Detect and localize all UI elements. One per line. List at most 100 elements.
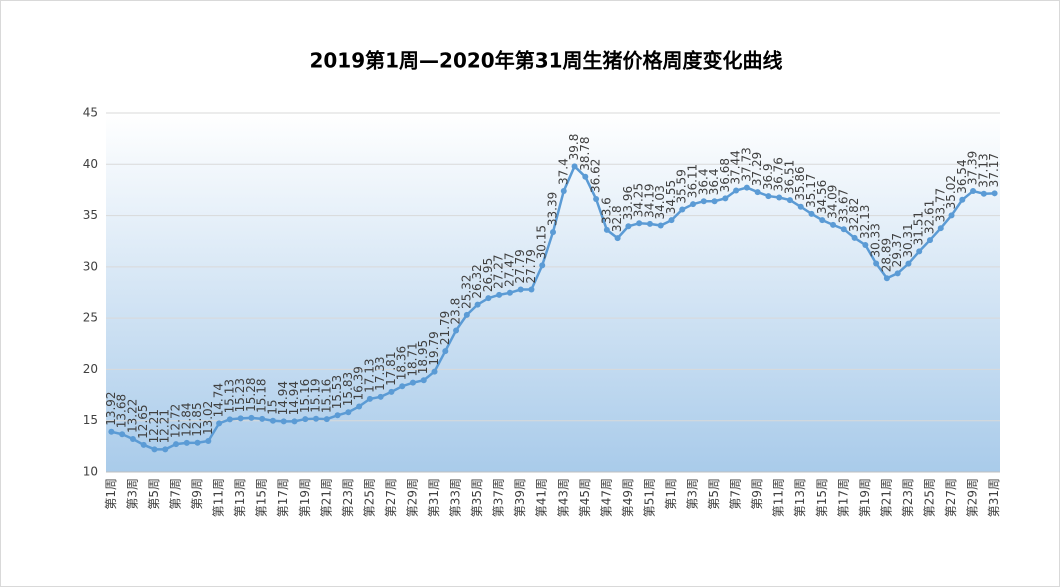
marker <box>980 190 987 197</box>
marker <box>830 221 837 228</box>
marker <box>237 415 244 422</box>
y-tick-label: 20 <box>83 362 98 376</box>
marker <box>431 368 438 375</box>
marker <box>593 195 600 202</box>
x-tick-label: 第25周 <box>922 478 936 517</box>
value-label: 27.27 <box>492 254 506 288</box>
value-label: 15.16 <box>319 379 333 413</box>
marker <box>269 417 276 424</box>
value-label: 12.72 <box>169 404 183 438</box>
marker <box>313 415 320 422</box>
marker <box>550 229 556 236</box>
value-label: 37.13 <box>976 153 990 187</box>
marker <box>776 194 783 201</box>
marker <box>226 416 233 423</box>
x-tick-label: 第25周 <box>362 478 376 517</box>
value-label: 27.79 <box>524 249 538 283</box>
x-tick-label: 第5周 <box>147 478 161 510</box>
x-tick-label: 第33周 <box>449 478 463 517</box>
value-label: 12.85 <box>190 402 204 436</box>
value-label: 34.09 <box>826 185 840 219</box>
x-tick-label: 第31周 <box>987 478 1001 517</box>
marker <box>506 289 513 296</box>
value-label: 36.68 <box>718 158 732 192</box>
value-label: 15.28 <box>244 377 258 411</box>
y-tick-label: 15 <box>83 413 98 427</box>
x-tick-label: 第29周 <box>966 478 980 517</box>
marker <box>194 439 201 446</box>
x-tick-label: 第27周 <box>384 478 398 517</box>
x-tick-label: 第1周 <box>664 478 678 510</box>
value-label: 31.51 <box>912 211 926 245</box>
value-label: 37.44 <box>729 150 743 184</box>
marker <box>743 184 750 191</box>
value-label: 35.17 <box>804 173 818 207</box>
x-tick-label: 第29周 <box>405 478 419 517</box>
marker <box>646 220 653 227</box>
x-tick-label: 第13周 <box>233 478 247 517</box>
marker <box>905 260 912 267</box>
value-label: 17.33 <box>373 356 387 390</box>
value-label: 16.39 <box>352 366 366 400</box>
marker <box>528 286 535 293</box>
value-label: 36.4 <box>696 168 710 195</box>
marker <box>409 379 416 386</box>
marker <box>356 403 363 410</box>
value-label: 30.33 <box>869 223 883 257</box>
marker <box>345 409 352 416</box>
value-label: 34.19 <box>642 184 656 218</box>
marker <box>216 420 223 427</box>
x-tick-label: 第17周 <box>836 478 850 517</box>
marker <box>323 416 330 423</box>
marker <box>474 301 481 308</box>
marker <box>862 242 869 249</box>
x-tick-label: 第37周 <box>492 478 506 517</box>
marker <box>916 248 923 255</box>
x-tick-label: 第7周 <box>169 478 183 510</box>
value-label: 33.96 <box>621 186 635 220</box>
value-label: 37.39 <box>966 151 980 185</box>
value-label: 28.89 <box>879 238 893 272</box>
marker <box>453 327 460 334</box>
marker <box>657 222 664 229</box>
marker <box>937 225 944 232</box>
marker <box>571 163 578 170</box>
marker <box>819 217 826 224</box>
marker <box>485 295 492 302</box>
marker <box>291 418 298 425</box>
marker <box>786 197 793 204</box>
x-tick-label: 第31周 <box>427 478 441 517</box>
marker <box>959 196 966 203</box>
value-label: 21.79 <box>438 311 452 345</box>
marker <box>873 260 880 267</box>
value-label: 15.23 <box>233 378 247 412</box>
marker <box>399 383 406 390</box>
x-tick-label: 第41周 <box>535 478 549 517</box>
value-label: 15.19 <box>309 378 323 412</box>
x-tick-label: 第9周 <box>750 478 764 510</box>
value-label: 18.36 <box>395 346 409 380</box>
value-label: 32.82 <box>847 198 861 232</box>
marker <box>280 418 287 425</box>
value-label: 34.03 <box>653 185 667 219</box>
marker <box>183 439 190 446</box>
marker <box>948 212 955 219</box>
x-tick-label: 第9周 <box>190 478 204 510</box>
value-label: 14.94 <box>287 381 301 415</box>
value-label: 14.94 <box>276 381 290 415</box>
marker <box>894 270 901 277</box>
value-label: 13.92 <box>104 391 118 425</box>
value-label: 35.02 <box>944 175 958 209</box>
marker <box>690 201 697 208</box>
x-tick-label: 第19周 <box>298 478 312 517</box>
x-tick-label: 第49周 <box>621 478 635 517</box>
value-label: 35.59 <box>675 169 689 203</box>
value-label: 36.11 <box>686 164 700 198</box>
marker <box>614 235 621 242</box>
value-label: 13.22 <box>125 399 139 433</box>
value-label: 37.17 <box>987 153 1001 187</box>
marker <box>205 438 212 445</box>
x-tick-label: 第13周 <box>793 478 807 517</box>
x-tick-label: 第27周 <box>944 478 958 517</box>
